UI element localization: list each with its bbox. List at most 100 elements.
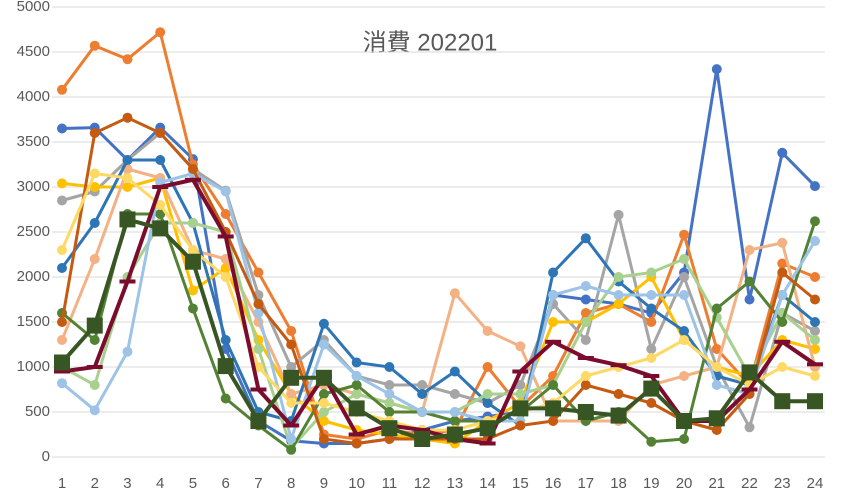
marker [253, 299, 264, 309]
series-line [61, 176, 816, 445]
marker [155, 209, 166, 219]
marker [711, 425, 722, 435]
series [57, 112, 820, 449]
series [57, 168, 820, 444]
x-tick-label: 15 [512, 475, 529, 492]
marker [286, 398, 297, 408]
marker [810, 344, 820, 354]
marker [348, 400, 365, 417]
x-tick-label: 11 [382, 475, 398, 492]
marker [741, 387, 758, 392]
marker [155, 155, 166, 165]
marker [449, 407, 460, 417]
marker [119, 279, 136, 284]
marker [810, 317, 820, 327]
marker [810, 216, 820, 227]
marker [184, 253, 201, 270]
y-tick-label: 3500 [17, 133, 50, 150]
marker [54, 369, 70, 374]
y-tick-label: 1000 [17, 358, 50, 375]
x-tick-label: 8 [287, 475, 295, 492]
marker [417, 389, 428, 399]
x-tick-label: 16 [545, 475, 562, 492]
marker [89, 128, 100, 138]
marker [744, 276, 755, 287]
marker [250, 413, 267, 429]
marker [577, 356, 594, 360]
marker [187, 245, 198, 255]
marker [318, 398, 329, 408]
y-tick-label: 1500 [17, 313, 50, 330]
marker [187, 164, 198, 174]
marker [515, 420, 526, 431]
marker [580, 281, 591, 291]
marker [711, 64, 722, 75]
marker [646, 303, 657, 314]
marker [449, 288, 460, 299]
marker [220, 335, 231, 345]
x-tick-label: 22 [741, 475, 758, 492]
y-tick-label: 2000 [17, 268, 50, 285]
marker [580, 317, 591, 327]
marker [286, 389, 297, 399]
marker [184, 177, 201, 182]
marker [646, 436, 657, 447]
x-tick-label: 18 [610, 475, 627, 492]
marker [384, 389, 395, 399]
marker [548, 290, 559, 300]
marker [122, 112, 133, 123]
marker [155, 27, 166, 38]
marker [122, 346, 133, 357]
x-tick-label: 6 [222, 475, 230, 492]
marker [610, 363, 627, 368]
marker [807, 393, 823, 410]
y-tick-label: 5000 [17, 0, 50, 15]
x-tick-label: 17 [577, 475, 594, 492]
marker [253, 344, 264, 354]
marker [548, 267, 559, 278]
marker [548, 380, 559, 390]
marker [810, 326, 820, 336]
marker [417, 380, 428, 390]
marker [351, 438, 362, 449]
marker [711, 380, 722, 390]
marker [777, 290, 788, 300]
series-line [61, 172, 817, 441]
marker [482, 398, 493, 408]
marker [351, 357, 362, 368]
marker [155, 200, 166, 210]
x-tick-label: 23 [774, 475, 791, 492]
marker [89, 218, 100, 228]
marker [286, 362, 297, 372]
marker [479, 441, 496, 446]
marker [57, 335, 67, 345]
marker [482, 326, 493, 336]
marker [646, 353, 657, 363]
x-tick-label: 5 [189, 475, 197, 492]
marker [89, 254, 100, 264]
marker [414, 431, 431, 447]
marker [777, 317, 788, 327]
series-line [61, 212, 817, 452]
marker [679, 335, 690, 345]
marker [283, 423, 300, 428]
marker [515, 380, 526, 390]
marker [384, 362, 395, 372]
marker [122, 173, 133, 183]
marker [744, 294, 755, 305]
marker [810, 272, 820, 282]
marker [122, 155, 133, 165]
marker [777, 237, 788, 248]
x-tick-label: 4 [156, 475, 164, 492]
marker [774, 339, 791, 344]
x-tick-label: 21 [708, 475, 725, 492]
marker [580, 294, 591, 305]
marker [613, 389, 624, 399]
marker [613, 209, 624, 220]
marker [57, 178, 67, 189]
marker [318, 389, 329, 399]
marker [580, 233, 591, 244]
marker [220, 393, 231, 404]
marker [679, 326, 690, 336]
